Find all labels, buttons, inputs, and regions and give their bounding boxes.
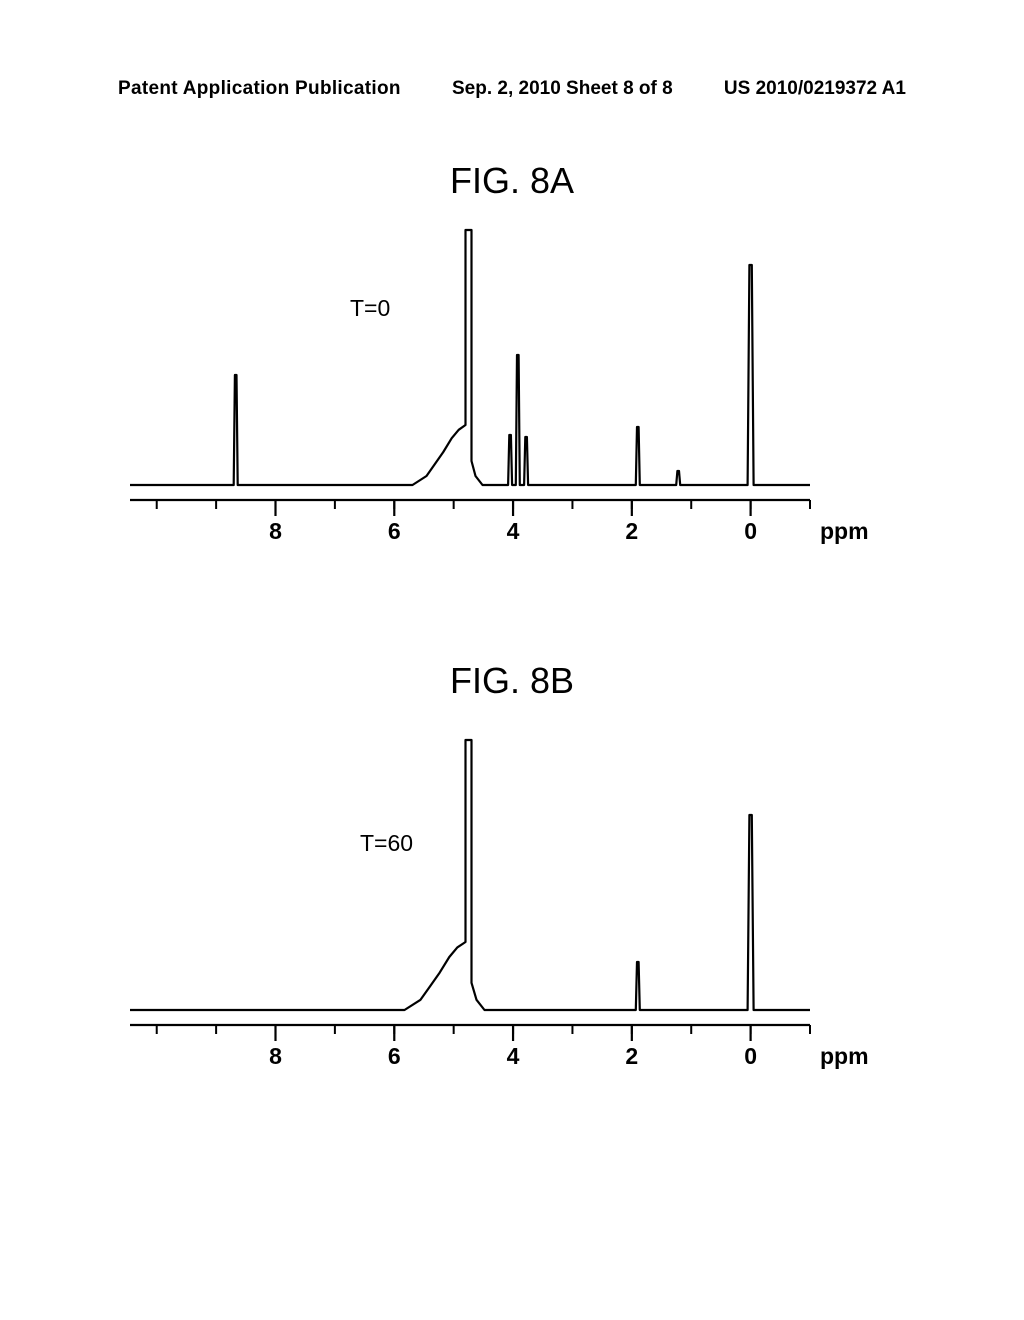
axis-tick-label: 0 [744,1043,757,1070]
figure-a-label: FIG. 8A [450,160,574,202]
axis-unit-b: ppm [820,1043,869,1070]
figure-b-label: FIG. 8B [450,660,574,702]
axis-tick-label: 0 [744,518,757,545]
nmr-plot-a [130,225,890,565]
axis-tick-label: 4 [507,1043,520,1070]
nmr-plot-b [130,730,890,1070]
nmr-spectrum-b: T=60 8 6 4 2 0 ppm [130,730,890,1070]
header-center: Sep. 2, 2010 Sheet 8 of 8 [452,78,673,100]
nmr-spectrum-a: T=0 8 6 4 2 0 ppm [130,225,890,565]
axis-unit-a: ppm [820,518,869,545]
axis-tick-label: 8 [269,1043,282,1070]
axis-tick-label: 4 [507,518,520,545]
axis-tick-label: 6 [388,518,401,545]
axis-tick-label: 2 [625,1043,638,1070]
axis-tick-label: 6 [388,1043,401,1070]
axis-tick-label: 2 [625,518,638,545]
header-left: Patent Application Publication [118,78,401,100]
axis-tick-label: 8 [269,518,282,545]
header-right: US 2010/0219372 A1 [724,78,906,100]
time-label-b: T=60 [360,830,413,857]
time-label-a: T=0 [350,295,390,322]
patent-header: Patent Application Publication Sep. 2, 2… [0,78,1024,100]
